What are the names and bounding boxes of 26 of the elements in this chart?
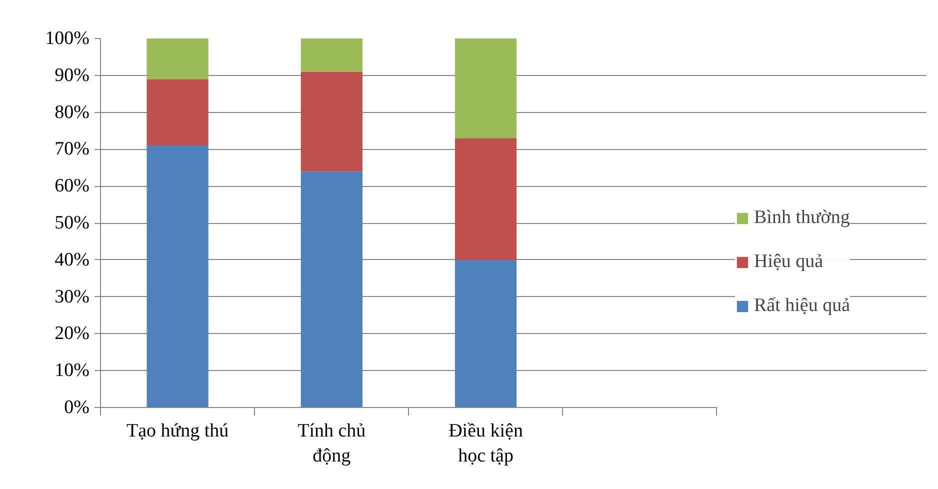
bar [300, 171, 362, 408]
y-tick-label: 0% [64, 397, 90, 418]
x-tick-label: Điều kiện học tập [448, 420, 524, 467]
bar [454, 260, 517, 408]
x-tick-label: Tính chủ động [298, 420, 366, 467]
y-tick-label: 50% [54, 212, 90, 234]
y-tick-label: 10% [54, 360, 90, 382]
y-tick-label: 80% [54, 102, 90, 123]
y-tick-label: 40% [54, 249, 90, 270]
bar [146, 79, 208, 146]
y-tick-label: 60% [54, 176, 90, 197]
legend-label: Bình thường [754, 207, 850, 229]
y-tick-label: 70% [54, 138, 90, 160]
bar [300, 38, 362, 72]
x-tick-label: Tạo hứng thú [126, 420, 230, 442]
y-tick-label: 90% [54, 64, 90, 86]
y-tick-label: 20% [54, 323, 90, 344]
bar [146, 146, 208, 408]
bar [300, 72, 362, 172]
y-tick-label: 30% [54, 286, 90, 308]
y-tick-label: 100% [45, 28, 90, 49]
bar [146, 38, 208, 80]
bar [454, 138, 517, 260]
bar [454, 38, 517, 138]
legend-label: Hiệu quả [754, 251, 824, 273]
legend-label: Rất hiệu quả [754, 295, 850, 317]
